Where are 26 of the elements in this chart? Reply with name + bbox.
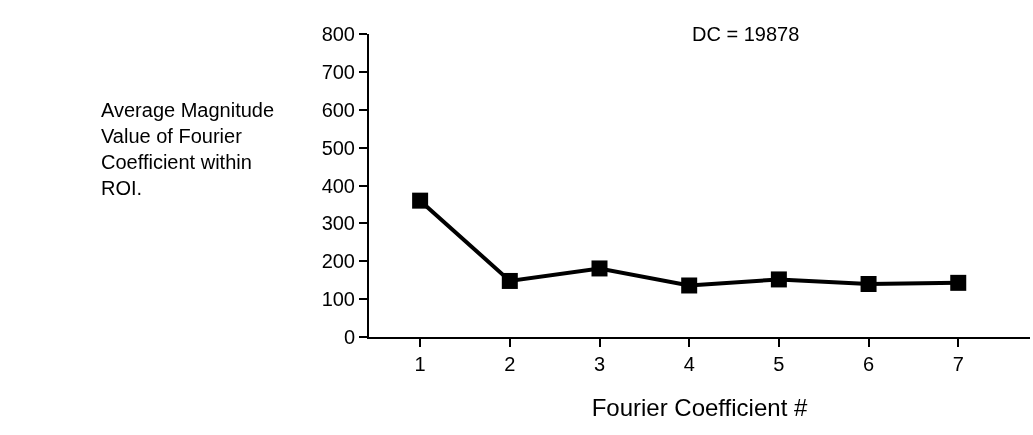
x-tick-label: 1 [414,353,426,375]
y-tick-label: 0 [343,326,355,348]
y-axis-title: Average Magnitude Value of Fourier Coefficient within ROI. [101,99,275,199]
y-tick-label: 700 [321,60,355,83]
y-tick-label: 200 [321,250,355,273]
y-tick-label: 500 [321,136,355,159]
point [950,274,967,291]
y-tick-label: 100 [321,288,355,311]
y-tick-label: 800 [321,23,355,45]
point [591,260,608,277]
y-tick-label: 400 [321,174,355,197]
point [681,277,698,294]
y-tick-label: 300 [321,212,355,235]
x-tick-label: 7 [952,353,964,375]
x-tick-label: 3 [593,353,606,375]
x-tick-label: 4 [683,353,695,375]
point [412,192,429,209]
x-tick-label: 5 [773,353,785,375]
point [770,271,787,288]
y-tick-label: 600 [321,98,355,121]
x-tick-label: 6 [863,353,875,375]
annotation: DC = 19878 [692,23,800,45]
point [860,275,877,292]
point [501,272,518,289]
x-axis-title: Fourier Coefficient # [591,393,808,421]
x-tick-label: 2 [504,353,516,375]
